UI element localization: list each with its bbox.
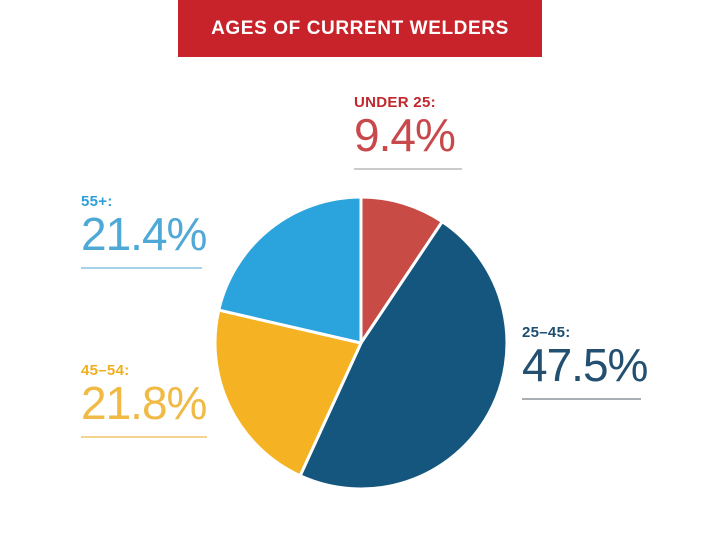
callout-underline [354, 168, 462, 170]
pie-slice-25-45 [298, 220, 509, 491]
callout-underline [81, 267, 202, 269]
title-banner: AGES OF CURRENT WELDERS [178, 0, 542, 57]
slice-value-45-54: 21.8% [81, 377, 207, 429]
callout-under-25: UNDER 25: 9.4% [354, 94, 462, 170]
slice-label-55-plus: 55+: [81, 193, 113, 210]
slice-value-55-plus: 21.4% [81, 208, 207, 260]
callout-underline [81, 436, 207, 438]
pie-chart [213, 195, 509, 491]
callout-25-45: 25–45: 47.5% [522, 324, 648, 400]
callout-55-plus: 55+: 21.4% [81, 193, 207, 269]
pie-slice-55 [217, 195, 363, 345]
callout-underline [522, 398, 641, 400]
page-title: AGES OF CURRENT WELDERS [211, 17, 509, 39]
slice-value-under-25: 9.4% [354, 109, 456, 161]
slice-value-25-45: 47.5% [522, 339, 648, 391]
slice-label-45-54: 45–54: [81, 362, 130, 379]
slice-label-under-25: UNDER 25: [354, 94, 436, 111]
callout-45-54: 45–54: 21.8% [81, 362, 207, 438]
pie-slice-under-25 [359, 195, 444, 345]
slice-label-25-45: 25–45: [522, 324, 571, 341]
pie-slice-45-54 [213, 308, 363, 478]
